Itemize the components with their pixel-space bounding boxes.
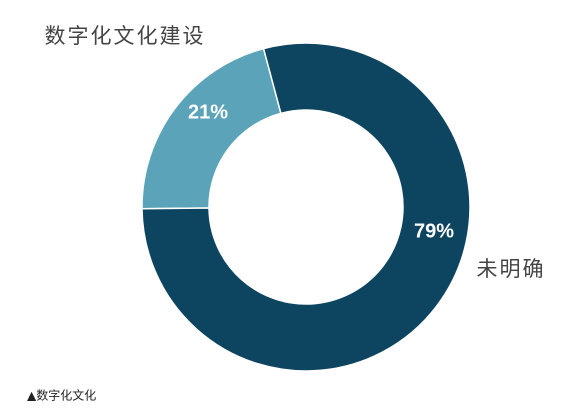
caption: ▲数字化文化	[27, 388, 96, 403]
slice	[141, 47, 282, 210]
value-label: 79%	[414, 220, 454, 242]
category-label: 数字化文化建设	[45, 24, 206, 48]
value-label: 21%	[188, 101, 228, 123]
slice	[141, 42, 471, 372]
category-label: 未明确	[477, 257, 546, 281]
